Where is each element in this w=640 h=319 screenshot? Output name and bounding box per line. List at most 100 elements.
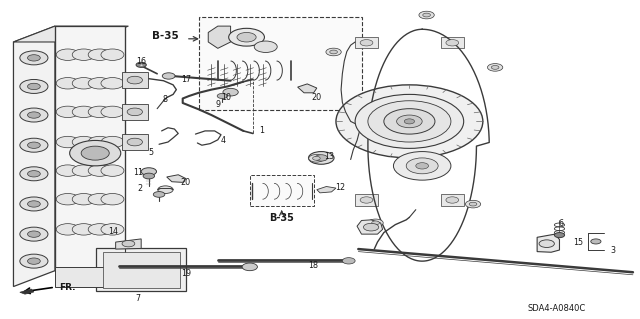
Bar	[122, 104, 148, 120]
Circle shape	[397, 115, 422, 128]
Circle shape	[56, 224, 79, 235]
Circle shape	[20, 51, 48, 65]
Bar	[441, 37, 464, 48]
Circle shape	[465, 200, 481, 208]
Circle shape	[163, 73, 175, 79]
Circle shape	[242, 263, 257, 271]
Polygon shape	[55, 26, 125, 271]
Polygon shape	[145, 169, 153, 174]
Text: 2: 2	[138, 184, 143, 193]
Text: 8: 8	[163, 95, 168, 104]
Text: 1: 1	[259, 126, 264, 135]
Circle shape	[404, 119, 415, 124]
Circle shape	[72, 165, 95, 176]
Text: 5: 5	[148, 148, 154, 157]
Circle shape	[72, 106, 95, 118]
Circle shape	[101, 136, 124, 148]
Circle shape	[81, 146, 109, 160]
Circle shape	[308, 154, 324, 162]
Bar	[103, 252, 179, 288]
Circle shape	[312, 156, 320, 160]
Circle shape	[28, 112, 40, 118]
Text: 11: 11	[133, 168, 143, 177]
Circle shape	[56, 49, 79, 60]
Text: 15: 15	[573, 238, 584, 247]
Circle shape	[101, 224, 124, 235]
Circle shape	[56, 106, 79, 118]
Circle shape	[419, 11, 435, 19]
Circle shape	[101, 49, 124, 60]
Circle shape	[28, 55, 40, 61]
Circle shape	[360, 40, 373, 46]
Bar	[122, 72, 148, 88]
Circle shape	[372, 221, 380, 225]
Text: SDA4-A0840C: SDA4-A0840C	[527, 304, 586, 313]
Text: 12: 12	[335, 183, 346, 192]
Circle shape	[368, 101, 451, 142]
Circle shape	[88, 49, 111, 60]
Circle shape	[591, 239, 601, 244]
Circle shape	[28, 231, 40, 237]
Text: 20: 20	[312, 93, 322, 102]
Circle shape	[127, 108, 143, 116]
Circle shape	[336, 85, 483, 158]
Circle shape	[406, 158, 438, 174]
Circle shape	[384, 109, 435, 134]
Text: 20: 20	[181, 178, 191, 187]
Polygon shape	[97, 249, 186, 291]
Polygon shape	[537, 234, 559, 252]
Circle shape	[88, 224, 111, 235]
Circle shape	[122, 241, 135, 247]
Circle shape	[20, 167, 48, 181]
Polygon shape	[357, 220, 383, 234]
Text: B-35: B-35	[152, 31, 179, 41]
Circle shape	[469, 202, 477, 206]
Bar	[250, 175, 314, 205]
Circle shape	[20, 254, 48, 268]
Circle shape	[446, 197, 459, 203]
Circle shape	[315, 155, 328, 161]
Polygon shape	[55, 268, 125, 286]
Circle shape	[70, 140, 121, 166]
Circle shape	[254, 41, 277, 52]
Circle shape	[326, 48, 341, 56]
Bar	[198, 17, 362, 110]
Circle shape	[364, 223, 379, 231]
Circle shape	[56, 78, 79, 89]
Circle shape	[28, 83, 40, 90]
Text: 6: 6	[559, 219, 564, 228]
Circle shape	[101, 194, 124, 205]
Circle shape	[416, 163, 429, 169]
Circle shape	[368, 219, 383, 227]
Text: 19: 19	[181, 269, 191, 278]
Circle shape	[72, 194, 95, 205]
Circle shape	[141, 168, 157, 175]
Circle shape	[20, 227, 48, 241]
Bar	[122, 134, 148, 150]
Polygon shape	[317, 187, 336, 193]
Circle shape	[330, 50, 337, 54]
Circle shape	[101, 165, 124, 176]
Circle shape	[28, 142, 40, 148]
Circle shape	[136, 62, 147, 67]
Circle shape	[492, 65, 499, 69]
Circle shape	[127, 76, 143, 84]
Polygon shape	[13, 26, 55, 286]
Circle shape	[143, 173, 155, 179]
Text: 16: 16	[136, 57, 146, 66]
Circle shape	[72, 78, 95, 89]
Circle shape	[217, 93, 227, 99]
Text: 4: 4	[220, 136, 225, 145]
Text: 13: 13	[324, 152, 335, 161]
Text: B-35: B-35	[269, 213, 294, 223]
Circle shape	[446, 40, 459, 46]
Circle shape	[72, 224, 95, 235]
Text: 14: 14	[108, 227, 118, 236]
Polygon shape	[208, 26, 230, 48]
Circle shape	[127, 138, 143, 146]
Circle shape	[88, 78, 111, 89]
Circle shape	[56, 136, 79, 148]
Bar	[441, 194, 464, 206]
Polygon shape	[13, 26, 129, 42]
Circle shape	[88, 106, 111, 118]
